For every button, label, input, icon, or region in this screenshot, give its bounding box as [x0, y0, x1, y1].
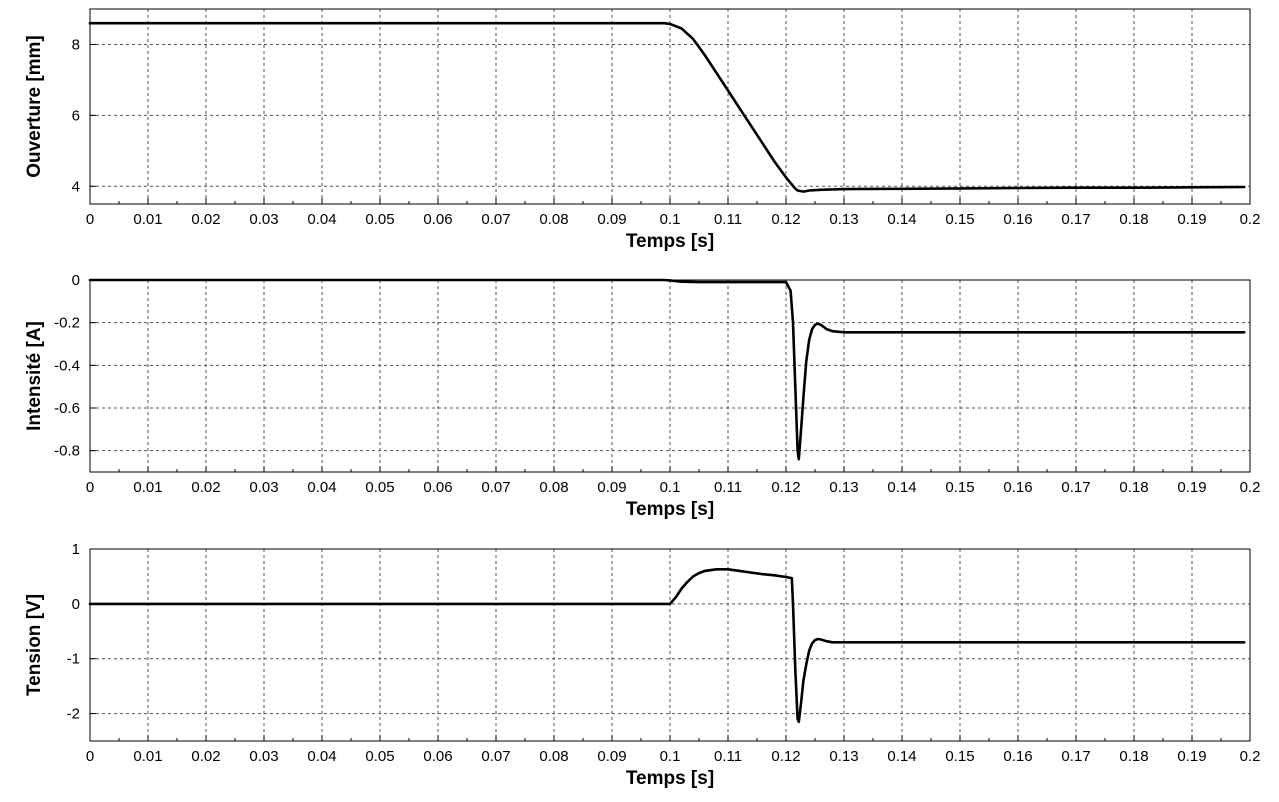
x-tick-label: 0.14 [887, 748, 916, 765]
x-tick-label: 0.04 [307, 748, 336, 765]
x-tick-label: 0.14 [887, 479, 916, 496]
x-tick-label: 0.08 [539, 748, 568, 765]
x-tick-label: 0.13 [829, 211, 858, 228]
y-tick-label: 0 [72, 596, 80, 613]
x-tick-label: 0.04 [307, 211, 336, 228]
x-tick-label: 0.2 [1240, 748, 1261, 765]
x-tick-label: 0.05 [365, 748, 394, 765]
y-tick-label: 8 [72, 36, 80, 53]
y-tick-label: -0.8 [54, 443, 80, 460]
x-tick-label: 0.01 [133, 479, 162, 496]
series-line [88, 21, 1246, 193]
x-tick-label: 0.03 [249, 479, 278, 496]
series-line [88, 278, 1246, 461]
x-tick-label: 0.12 [771, 211, 800, 228]
x-tick-label: 0.07 [481, 211, 510, 228]
x-tick-label: 0.17 [1061, 748, 1090, 765]
x-tick-label: 0.09 [597, 211, 626, 228]
x-tick-label: 0.16 [1003, 211, 1032, 228]
x-tick-label: 0.1 [660, 211, 681, 228]
y-tick-label: -0.6 [54, 400, 80, 417]
x-tick-label: 0 [86, 479, 94, 496]
x-tick-label: 0.15 [945, 479, 974, 496]
x-tick-label: 0.18 [1119, 479, 1148, 496]
x-tick-label: 0.19 [1177, 479, 1206, 496]
x-axis-label: Temps [s] [626, 768, 714, 789]
x-tick-label: 0.01 [133, 748, 162, 765]
y-tick-label: 4 [72, 178, 80, 195]
x-tick-label: 0.02 [191, 748, 220, 765]
x-tick-label: 0.07 [481, 479, 510, 496]
x-tick-label: 0.12 [771, 479, 800, 496]
x-axis-label: Temps [s] [626, 231, 714, 252]
x-tick-label: 0.14 [887, 211, 916, 228]
x-tick-label: 0.17 [1061, 211, 1090, 228]
x-tick-label: 0.09 [597, 748, 626, 765]
y-axis-label: Ouverture [mm] [24, 35, 45, 178]
x-tick-label: 0.03 [249, 211, 278, 228]
y-tick-label: -1 [67, 651, 80, 668]
x-tick-label: 0.1 [660, 748, 681, 765]
plot-frame [89, 548, 1251, 742]
x-tick-label: 0.08 [539, 479, 568, 496]
y-tick-label: 6 [72, 107, 80, 124]
x-tick-label: 0.1 [660, 479, 681, 496]
x-tick-label: 0.15 [945, 748, 974, 765]
x-tick-label: 0.13 [829, 748, 858, 765]
x-tick-label: 0.03 [249, 748, 278, 765]
x-tick-label: 0.15 [945, 211, 974, 228]
x-tick-label: 0.07 [481, 748, 510, 765]
x-tick-label: 0.16 [1003, 748, 1032, 765]
x-tick-label: 0.11 [714, 479, 742, 496]
x-tick-label: 0.2 [1240, 211, 1261, 228]
x-tick-label: 0.06 [423, 211, 452, 228]
x-tick-label: 0.13 [829, 479, 858, 496]
x-tick-label: 0.11 [714, 211, 742, 228]
y-tick-label: -0.2 [54, 315, 80, 332]
x-tick-label: 0.12 [771, 748, 800, 765]
plot-frame [89, 8, 1251, 205]
x-tick-label: 0.04 [307, 479, 336, 496]
y-axis-label: Tension [V] [24, 594, 45, 696]
x-tick-label: 0.09 [597, 479, 626, 496]
x-tick-label: 0.06 [423, 479, 452, 496]
x-tick-label: 0.06 [423, 748, 452, 765]
y-tick-label: 0 [72, 272, 80, 289]
x-tick-label: 0 [86, 211, 94, 228]
x-tick-label: 0.02 [191, 211, 220, 228]
x-tick-label: 0.01 [133, 211, 162, 228]
series-line [88, 567, 1246, 724]
x-tick-label: 0.05 [365, 479, 394, 496]
y-tick-label: 1 [72, 541, 80, 558]
x-axis-label: Temps [s] [626, 499, 714, 520]
x-tick-label: 0.18 [1119, 748, 1148, 765]
x-tick-label: 0.05 [365, 211, 394, 228]
x-tick-label: 0 [86, 748, 94, 765]
y-axis-label: Intensité [A] [24, 321, 45, 431]
x-tick-label: 0.18 [1119, 211, 1148, 228]
x-tick-label: 0.02 [191, 479, 220, 496]
x-tick-label: 0.2 [1240, 479, 1261, 496]
x-tick-label: 0.08 [539, 211, 568, 228]
y-tick-label: -2 [67, 706, 80, 723]
x-tick-label: 0.17 [1061, 479, 1090, 496]
x-tick-label: 0.11 [714, 748, 742, 765]
x-tick-label: 0.16 [1003, 479, 1032, 496]
y-tick-label: -0.4 [54, 357, 80, 374]
x-tick-label: 0.19 [1177, 211, 1206, 228]
x-tick-label: 0.19 [1177, 748, 1206, 765]
